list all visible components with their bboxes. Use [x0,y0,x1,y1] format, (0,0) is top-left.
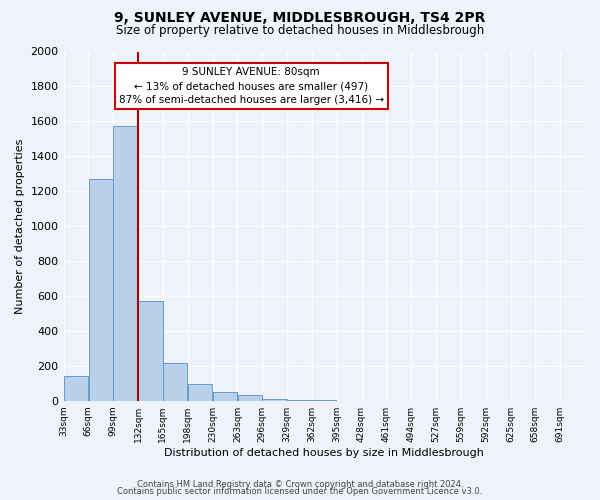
Bar [238,396,262,400]
Text: Size of property relative to detached houses in Middlesbrough: Size of property relative to detached ho… [116,24,484,37]
Y-axis label: Number of detached properties: Number of detached properties [15,138,25,314]
Bar [64,376,88,400]
Bar [188,384,212,400]
Bar [213,392,237,400]
Text: 9, SUNLEY AVENUE, MIDDLESBROUGH, TS4 2PR: 9, SUNLEY AVENUE, MIDDLESBROUGH, TS4 2PR [115,11,485,25]
Bar [113,126,138,400]
Text: Contains HM Land Registry data © Crown copyright and database right 2024.: Contains HM Land Registry data © Crown c… [137,480,463,489]
Bar [262,399,287,400]
Bar [89,179,113,400]
Text: 9 SUNLEY AVENUE: 80sqm
← 13% of detached houses are smaller (497)
87% of semi-de: 9 SUNLEY AVENUE: 80sqm ← 13% of detached… [119,67,384,105]
Bar [163,363,187,401]
Text: Contains public sector information licensed under the Open Government Licence v3: Contains public sector information licen… [118,487,482,496]
X-axis label: Distribution of detached houses by size in Middlesbrough: Distribution of detached houses by size … [164,448,484,458]
Bar [138,301,163,400]
